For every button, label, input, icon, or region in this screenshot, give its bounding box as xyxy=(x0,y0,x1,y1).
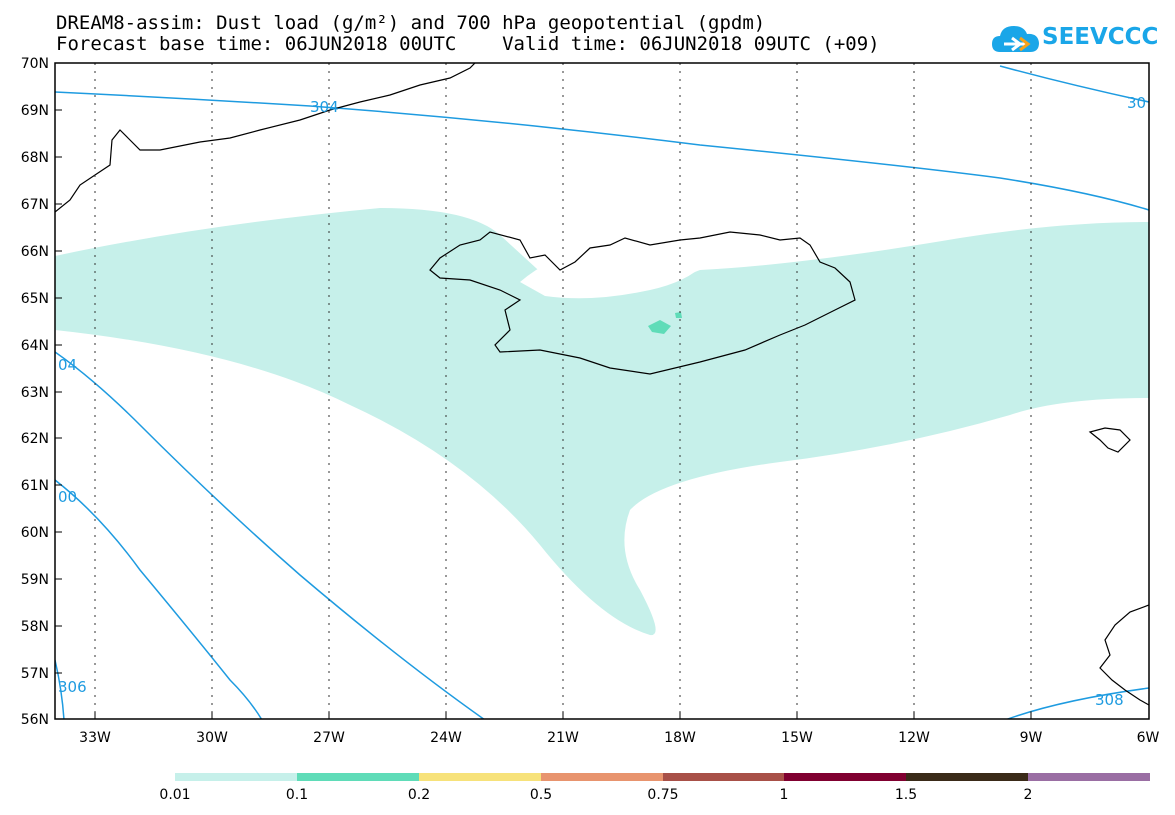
map-frame xyxy=(54,62,1150,720)
lat-tick-label: 61N xyxy=(21,478,49,494)
lon-tick-label: 24W xyxy=(430,730,462,746)
lat-tick-label: 59N xyxy=(21,572,49,588)
colorbar-segment xyxy=(1028,773,1150,781)
lon-tick-label: 9W xyxy=(1020,730,1043,746)
contour-label: 306 xyxy=(58,678,87,696)
colorbar-label: 0.01 xyxy=(159,787,191,803)
contour-label: 30 xyxy=(1127,94,1146,112)
lon-tick-label: 30W xyxy=(196,730,228,746)
map-canvas: 304 30 04 00 306 308 70N 69N 68N 67N 66N… xyxy=(21,56,1160,746)
colorbar-label: 1.5 xyxy=(894,787,918,803)
colorbar-label: 1 xyxy=(779,787,789,803)
iceland-coastline xyxy=(429,231,856,375)
scotland-coastline xyxy=(1099,604,1149,706)
cloud-arrow-icon xyxy=(992,26,1039,52)
lon-tick-label: 21W xyxy=(547,730,579,746)
colorbar-label: 2 xyxy=(1023,787,1033,803)
colorbar-label: 0.75 xyxy=(647,787,679,803)
lat-tick-label: 65N xyxy=(21,291,49,307)
lon-tick-label: 33W xyxy=(79,730,111,746)
lon-tick-label: 18W xyxy=(664,730,696,746)
logo-text: SEEVCCC xyxy=(1042,24,1159,50)
colorbar xyxy=(175,773,1150,781)
colorbar-segment xyxy=(540,773,663,781)
contour-label: 04 xyxy=(58,356,77,374)
colorbar-label: 0.5 xyxy=(529,787,553,803)
lat-tick-label: 62N xyxy=(21,431,49,447)
lat-tick-label: 60N xyxy=(21,525,49,541)
dust-shading-low xyxy=(55,208,1149,636)
colorbar-segment xyxy=(175,773,297,781)
dust-shading-medium xyxy=(648,320,671,334)
faroe-islands-coastline xyxy=(1088,427,1131,453)
lat-tick-label: 63N xyxy=(21,385,49,401)
contour-30-northeast xyxy=(999,65,1149,103)
colorbar-label: 0.2 xyxy=(407,787,431,803)
lat-tick-label: 56N xyxy=(21,712,49,728)
lon-tick-label: 6W xyxy=(1137,730,1160,746)
lat-tick-label: 69N xyxy=(21,103,49,119)
seevccc-logo: SEEVCCC xyxy=(990,18,1158,58)
lon-tick-label: 15W xyxy=(781,730,813,746)
lon-tick-label: 27W xyxy=(313,730,345,746)
lat-tick-label: 68N xyxy=(21,150,49,166)
contour-306-west xyxy=(55,659,65,719)
dust-free-area xyxy=(520,253,700,299)
lon-tick-label: 12W xyxy=(898,730,930,746)
colorbar-segment xyxy=(906,773,1029,781)
map-gridlines xyxy=(94,63,1032,719)
tick-marks xyxy=(55,109,1032,719)
lat-tick-label: 64N xyxy=(21,338,49,354)
contour-label: 304 xyxy=(310,98,339,116)
lat-tick-label: 57N xyxy=(21,666,49,682)
lat-tick-label: 58N xyxy=(21,619,49,635)
contour-308-southeast xyxy=(1005,687,1149,719)
colorbar-segment xyxy=(662,773,785,781)
lat-tick-label: 70N xyxy=(21,56,49,72)
contour-label: 00 xyxy=(58,488,77,506)
colorbar-label: 0.1 xyxy=(285,787,309,803)
contour-304-north xyxy=(55,91,1149,211)
longitude-axis: 33W 30W 27W 24W 21W 18W 15W 12W 9W 6W xyxy=(79,730,1159,746)
contour-304-west xyxy=(55,351,485,719)
contour-300-west xyxy=(55,479,263,719)
dust-shading-medium-small xyxy=(675,312,682,318)
colorbar-segment xyxy=(784,773,907,781)
colorbar-segment xyxy=(296,773,419,781)
contour-label: 308 xyxy=(1095,691,1124,709)
map-subtitle: Forecast base time: 06JUN2018 00UTC Vali… xyxy=(56,33,880,55)
lat-tick-label: 67N xyxy=(21,197,49,213)
colorbar-segment xyxy=(418,773,541,781)
lat-tick-label: 66N xyxy=(21,244,49,260)
latitude-axis: 70N 69N 68N 67N 66N 65N 64N 63N 62N 61N … xyxy=(21,56,49,728)
map-title: DREAM8-assim: Dust load (g/m²) and 700 h… xyxy=(56,12,766,34)
greenland-coastline xyxy=(55,63,476,213)
